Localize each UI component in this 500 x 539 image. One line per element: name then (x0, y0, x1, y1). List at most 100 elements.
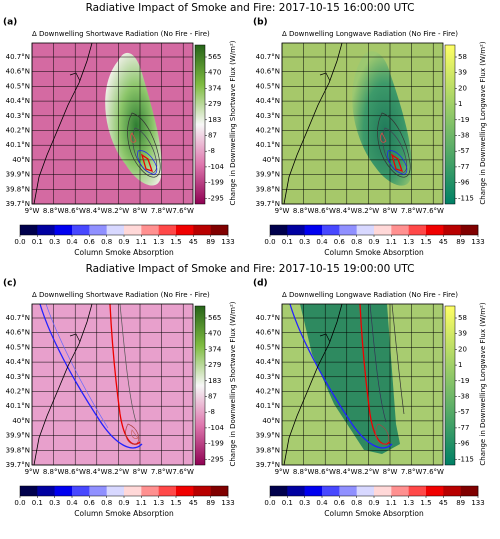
lon-tick-label: 7.8°W (401, 468, 423, 476)
absorption-tick-label: 0.6 (334, 238, 346, 246)
lat-tick-label: 40.4°N (256, 358, 280, 366)
coastline (33, 303, 93, 466)
absorption-swatch (124, 225, 142, 235)
contour (137, 150, 158, 175)
lon-tick-label: 7.8°W (151, 468, 173, 476)
absorption-tick-label: 133 (221, 238, 234, 246)
absorption-tick-label: 1.5 (170, 499, 181, 507)
colorbar-tick-label: -38 (458, 393, 469, 401)
absorption-tick-label: 1.1 (136, 499, 147, 507)
lon-tick-label: 7.6°W (172, 468, 194, 476)
lon-tick-label: 7.8°W (151, 207, 173, 215)
lat-tick-label: 40.7°N (256, 53, 280, 61)
lon-tick-label: 8.6°W (314, 468, 336, 476)
lat-tick-label: 39.9°N (6, 171, 30, 179)
absorption-swatch (54, 486, 73, 496)
absorption-swatch (106, 486, 125, 496)
map: 9°W 8.8°W 8.6°W 8.4°W 8.2°W 8°W 7.8°W 7.6°W 40.7… (256, 303, 444, 476)
colorbar-tick-label: 279 (208, 361, 221, 369)
colorbar-tick-label: -104 (208, 424, 224, 432)
absorption-tick-label: 0.1 (282, 238, 293, 246)
map-background (32, 304, 193, 465)
lat-tick-label: 40.4°N (6, 97, 30, 105)
lon-tick-label: 8.8°W (293, 468, 315, 476)
absorption-tick-label: 0.4 (316, 499, 328, 507)
colorbar-tick-label: 1 (458, 361, 462, 369)
absorption-swatch (176, 486, 194, 496)
colorbar-tick-label: -295 (208, 455, 224, 463)
lat-tick-label: 40°N (12, 417, 30, 425)
absorption-swatch (89, 486, 107, 496)
absorption-label: Column Smoke Absorption (324, 509, 424, 518)
contour (289, 303, 393, 449)
absorption-tick-label: 1.5 (420, 499, 431, 507)
lat-tick-label: 40.1°N (6, 141, 30, 149)
absorption-swatch (37, 486, 55, 496)
absorption-tick-label: 0.6 (84, 499, 96, 507)
lat-tick-label: 40.3°N (256, 373, 280, 381)
absorption-tick-label: 0.6 (84, 238, 96, 246)
colorbar-tick-label: 183 (208, 377, 221, 385)
lon-tick-label: 8.2°W (108, 468, 130, 476)
map-frame (31, 42, 194, 205)
absorption-tick-label: 0.0 (14, 499, 25, 507)
contour (369, 303, 387, 423)
absorption-tick-label: 0.8 (351, 499, 362, 507)
absorption-swatch (287, 225, 305, 235)
panel-title: Δ Downwelling Longwave Radiation (No Fir… (282, 291, 458, 299)
colorbar-tick-label: -96 (458, 179, 470, 187)
colorbar-tick-label: 87 (208, 393, 217, 401)
lon-tick-label: 8.8°W (43, 207, 65, 215)
absorption-tick-label: 0.8 (101, 238, 112, 246)
lat-tick-label: 40.6°N (256, 329, 280, 337)
absorption-tick-label: 0.3 (299, 238, 310, 246)
absorption-swatch (443, 486, 461, 496)
absorption-tick-label: 0.6 (334, 499, 346, 507)
lat-tick-label: 40.3°N (6, 112, 30, 120)
absorption-swatch (391, 486, 409, 496)
absorption-tick-label: 89 (206, 238, 215, 246)
contour (39, 303, 143, 449)
contour (380, 132, 387, 143)
absorption-tick-label: 0.4 (66, 499, 78, 507)
absorption-tick-label: 0.4 (66, 238, 78, 246)
colorbar-label: Change in Downwelling Longwave Flux (W/m… (479, 41, 487, 204)
absorption-swatch (210, 486, 229, 496)
river (319, 72, 331, 82)
absorption-swatch (408, 225, 427, 235)
lon-tick-label: 8.4°W (86, 207, 108, 215)
absorption-swatch (322, 486, 340, 496)
absorption-swatch (124, 486, 142, 496)
absorption-swatch (141, 225, 159, 235)
contour (390, 153, 404, 173)
absorption-tick-label: 45 (439, 499, 448, 507)
absorption-swatch (270, 486, 288, 496)
lat-tick-label: 40.1°N (256, 402, 280, 410)
colorbar-tick-label: 1 (458, 100, 462, 108)
contour (125, 423, 140, 445)
lat-tick-label: 40°N (12, 156, 30, 164)
absorption-tick-label: 133 (471, 238, 484, 246)
absorption-swatch (339, 225, 357, 235)
lat-tick-label: 39.9°N (256, 432, 280, 440)
lat-tick-label: 40.1°N (6, 402, 30, 410)
colorbar (444, 44, 456, 205)
lat-tick-label: 40.3°N (256, 112, 280, 120)
absorption-tick-label: 1.1 (386, 499, 397, 507)
lon-tick-label: 8.2°W (358, 207, 380, 215)
absorption-tick-label: 0.9 (118, 499, 129, 507)
absorption-swatch (374, 225, 392, 235)
absorption-tick-label: 0.0 (264, 238, 275, 246)
absorption-swatch (193, 225, 211, 235)
map-frame (31, 303, 194, 466)
coastline (283, 303, 343, 466)
lat-tick-label: 40.6°N (6, 329, 30, 337)
absorption-tick-label: 0.3 (299, 499, 310, 507)
panel-title: Δ Downwelling Shortwave Radiation (No Fi… (32, 291, 210, 299)
colorbar-tick-label: 470 (208, 330, 221, 338)
absorption-tick-label: 0.3 (49, 238, 60, 246)
colorbar-tick-label: 374 (208, 345, 222, 353)
absorption-label: Column Smoke Absorption (324, 248, 424, 257)
absorption-swatch (356, 225, 375, 235)
absorption-swatch (20, 225, 38, 235)
